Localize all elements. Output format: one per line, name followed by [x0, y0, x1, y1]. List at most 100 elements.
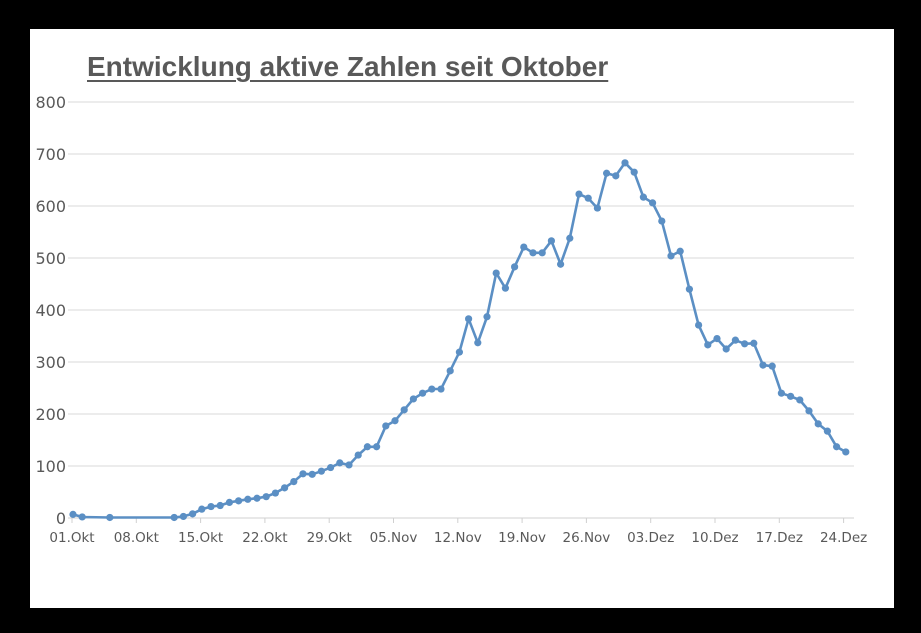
data-point-marker — [695, 321, 703, 329]
line-chart: 0 100 200 300 400 500 600 700 800 01.Okt 08.Okt 15… — [35, 93, 867, 546]
data-point-marker — [354, 451, 362, 459]
data-point-marker — [814, 420, 822, 428]
data-point-marker — [557, 260, 565, 268]
data-point-marker — [529, 249, 537, 257]
data-point-marker — [336, 459, 344, 467]
y-tick-label: 500 — [35, 249, 66, 268]
x-tick-label: 22.Okt — [242, 530, 287, 546]
x-tick-label: 19.Nov — [498, 530, 546, 546]
y-tick-label: 200 — [35, 405, 66, 424]
data-point-marker — [345, 461, 353, 469]
data-point-marker — [170, 513, 178, 522]
data-point-marker — [465, 315, 473, 323]
x-axis: 01.Okt 08.Okt 15.Okt 22.Okt 29.Okt 05.Nov 12.N… — [49, 517, 867, 546]
data-point-marker — [400, 406, 408, 414]
data-point-marker — [235, 497, 243, 505]
data-point-marker — [575, 190, 583, 198]
data-point-marker — [437, 385, 445, 393]
data-point-marker — [455, 348, 463, 356]
data-point-marker — [805, 407, 813, 415]
data-point-marker — [842, 448, 850, 456]
data-point-marker — [179, 512, 187, 521]
data-point-marker — [474, 339, 482, 347]
chart-card: Entwicklung aktive Zahlen seit Oktober 0… — [30, 29, 894, 608]
data-point-marker — [713, 335, 721, 343]
data-point-marker — [612, 172, 620, 180]
data-point-marker — [621, 159, 629, 167]
data-point-marker — [106, 513, 114, 522]
gridlines — [68, 101, 854, 519]
data-point-marker — [363, 443, 371, 451]
data-point-marker — [327, 463, 335, 472]
data-point-marker — [547, 237, 556, 245]
data-point-marker — [189, 510, 197, 518]
x-tick-label: 26.Nov — [562, 530, 610, 546]
data-point-marker — [538, 249, 546, 257]
data-point-marker — [704, 341, 712, 349]
data-series — [69, 159, 850, 522]
y-tick-label: 0 — [56, 509, 66, 528]
x-tick-label: 24.Dez — [820, 530, 867, 546]
data-point-marker — [787, 392, 795, 400]
data-point-marker — [78, 513, 86, 521]
x-tick-label: 01.Okt — [49, 530, 94, 546]
data-point-marker — [373, 443, 381, 451]
x-tick-label: 05.Nov — [370, 530, 418, 546]
data-point-marker — [446, 367, 454, 375]
data-point-marker — [501, 284, 509, 292]
data-point-marker — [253, 494, 261, 502]
data-point-marker — [308, 470, 316, 478]
data-point-marker — [750, 339, 758, 347]
data-point-marker — [69, 510, 77, 518]
y-tick-label: 100 — [35, 457, 66, 476]
data-point-marker — [492, 269, 500, 277]
data-point-marker — [593, 204, 602, 212]
y-tick-label: 600 — [35, 197, 66, 216]
data-point-marker — [262, 493, 270, 501]
data-point-marker — [428, 385, 436, 393]
chart-title: Entwicklung aktive Zahlen seit Oktober — [87, 51, 609, 82]
x-tick-label: 15.Okt — [178, 530, 223, 546]
y-tick-label: 300 — [35, 353, 66, 372]
data-point-marker — [833, 443, 841, 451]
data-point-marker — [796, 396, 804, 404]
data-point-marker — [290, 478, 298, 486]
data-point-marker — [244, 495, 252, 503]
y-tick-label: 400 — [35, 301, 66, 320]
data-point-marker — [391, 417, 399, 425]
x-tick-label: 12.Nov — [434, 530, 482, 546]
data-point-marker — [639, 193, 648, 201]
x-tick-label: 08.Okt — [114, 530, 159, 546]
data-point-marker — [759, 361, 767, 369]
data-point-marker — [566, 234, 574, 242]
data-point-marker — [483, 313, 491, 321]
data-point-marker — [741, 340, 749, 348]
data-point-marker — [630, 168, 638, 176]
data-point-marker — [281, 484, 289, 492]
y-tick-label: 800 — [35, 93, 66, 112]
data-point-marker — [823, 427, 832, 435]
data-point-marker — [198, 505, 206, 513]
data-point-marker — [511, 263, 519, 271]
data-point-marker — [419, 389, 427, 397]
x-tick-label: 03.Dez — [627, 530, 674, 546]
data-point-marker — [225, 498, 233, 506]
data-point-marker — [685, 285, 694, 293]
y-axis-labels: 0 100 200 300 400 500 600 700 800 — [35, 93, 66, 528]
data-point-marker — [317, 467, 325, 475]
data-point-marker — [667, 252, 675, 260]
data-point-marker — [520, 243, 528, 251]
data-point-marker — [649, 199, 657, 207]
y-tick-label: 700 — [35, 145, 66, 164]
data-point-marker — [207, 502, 215, 511]
data-point-marker — [658, 217, 666, 225]
data-point-marker — [777, 389, 786, 397]
data-point-marker — [768, 362, 776, 370]
data-point-marker — [299, 470, 307, 478]
data-point-marker — [676, 247, 684, 255]
data-point-marker — [731, 336, 740, 344]
data-point-marker — [382, 422, 390, 430]
data-point-marker — [216, 501, 224, 510]
x-tick-label: 17.Dez — [756, 530, 803, 546]
data-point-marker — [584, 194, 592, 202]
